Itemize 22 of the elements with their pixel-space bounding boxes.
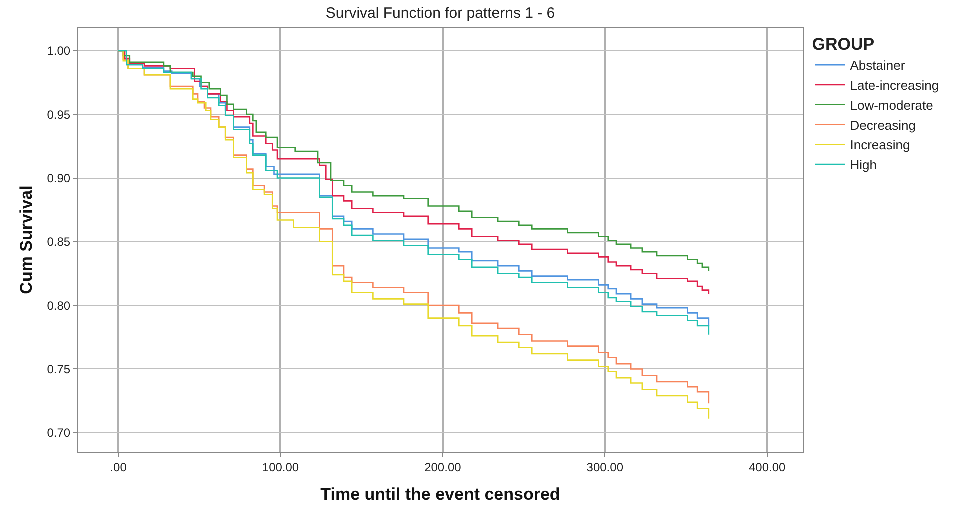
legend-label: Low-moderate [850,98,934,113]
y-tick-label: 0.80 [47,298,71,313]
x-tick-label: 400.00 [748,460,786,474]
chart-title: Survival Function for patterns 1 - 6 [326,5,556,22]
y-tick-label: 0.85 [47,235,71,250]
legend-label: Decreasing [850,118,916,133]
legend-label: Late-increasing [850,78,940,94]
y-tick-label: 0.90 [47,171,71,186]
y-tick-label: 0.75 [47,362,71,376]
x-tick-label: .00 [110,460,128,474]
legend-title: GROUP [812,35,875,54]
x-axis-title: Time until the event censored [320,484,560,504]
legend-label: Abstainer [850,58,906,74]
legend-label: Increasing [850,138,910,153]
x-tick-label: 300.00 [586,460,624,474]
y-tick-label: 0.95 [47,108,71,122]
legend-label: High [850,158,877,173]
x-tick-label: 100.00 [262,460,300,474]
y-axis-title: Cum Survival [16,186,36,294]
y-tick-label: 0.70 [47,426,71,440]
x-tick-label: 200.00 [424,460,462,474]
y-tick-label: 1.00 [47,44,71,58]
